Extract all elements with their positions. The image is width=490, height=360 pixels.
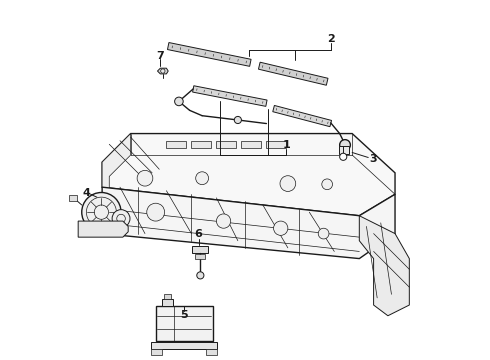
Text: 5: 5 bbox=[180, 310, 187, 320]
Polygon shape bbox=[78, 221, 128, 237]
Circle shape bbox=[82, 193, 121, 232]
Circle shape bbox=[318, 228, 329, 239]
Bar bbox=[206, 349, 217, 355]
Circle shape bbox=[112, 210, 130, 228]
Bar bbox=[196, 254, 205, 258]
Circle shape bbox=[161, 69, 165, 73]
Polygon shape bbox=[102, 134, 395, 216]
Circle shape bbox=[234, 116, 242, 123]
Polygon shape bbox=[168, 42, 251, 66]
Text: 3: 3 bbox=[369, 154, 377, 164]
Circle shape bbox=[280, 176, 296, 192]
Bar bbox=[69, 195, 77, 202]
Bar bbox=[242, 141, 261, 148]
Bar bbox=[151, 342, 217, 349]
Bar bbox=[162, 298, 173, 306]
Circle shape bbox=[196, 172, 209, 185]
Bar bbox=[339, 146, 348, 154]
Polygon shape bbox=[102, 134, 131, 198]
Bar bbox=[164, 294, 171, 298]
Text: 7: 7 bbox=[156, 51, 164, 61]
Circle shape bbox=[273, 221, 288, 235]
Text: 6: 6 bbox=[195, 229, 202, 239]
Bar bbox=[193, 246, 208, 252]
Polygon shape bbox=[156, 306, 213, 342]
Bar bbox=[217, 141, 236, 148]
Bar bbox=[192, 141, 211, 148]
Circle shape bbox=[137, 170, 153, 186]
Circle shape bbox=[340, 153, 347, 160]
Polygon shape bbox=[193, 86, 267, 106]
Polygon shape bbox=[273, 105, 332, 127]
Circle shape bbox=[147, 203, 165, 221]
Circle shape bbox=[340, 140, 350, 150]
Circle shape bbox=[217, 214, 231, 228]
Polygon shape bbox=[157, 68, 168, 74]
Bar bbox=[267, 141, 286, 148]
Polygon shape bbox=[359, 216, 409, 316]
Bar bbox=[151, 349, 162, 355]
Text: 4: 4 bbox=[82, 188, 90, 198]
Circle shape bbox=[174, 97, 183, 106]
Polygon shape bbox=[258, 62, 328, 85]
Circle shape bbox=[197, 272, 204, 279]
Circle shape bbox=[322, 179, 333, 190]
Text: 1: 1 bbox=[282, 140, 290, 150]
Bar bbox=[167, 141, 186, 148]
Text: 2: 2 bbox=[327, 34, 335, 44]
Polygon shape bbox=[102, 187, 395, 258]
